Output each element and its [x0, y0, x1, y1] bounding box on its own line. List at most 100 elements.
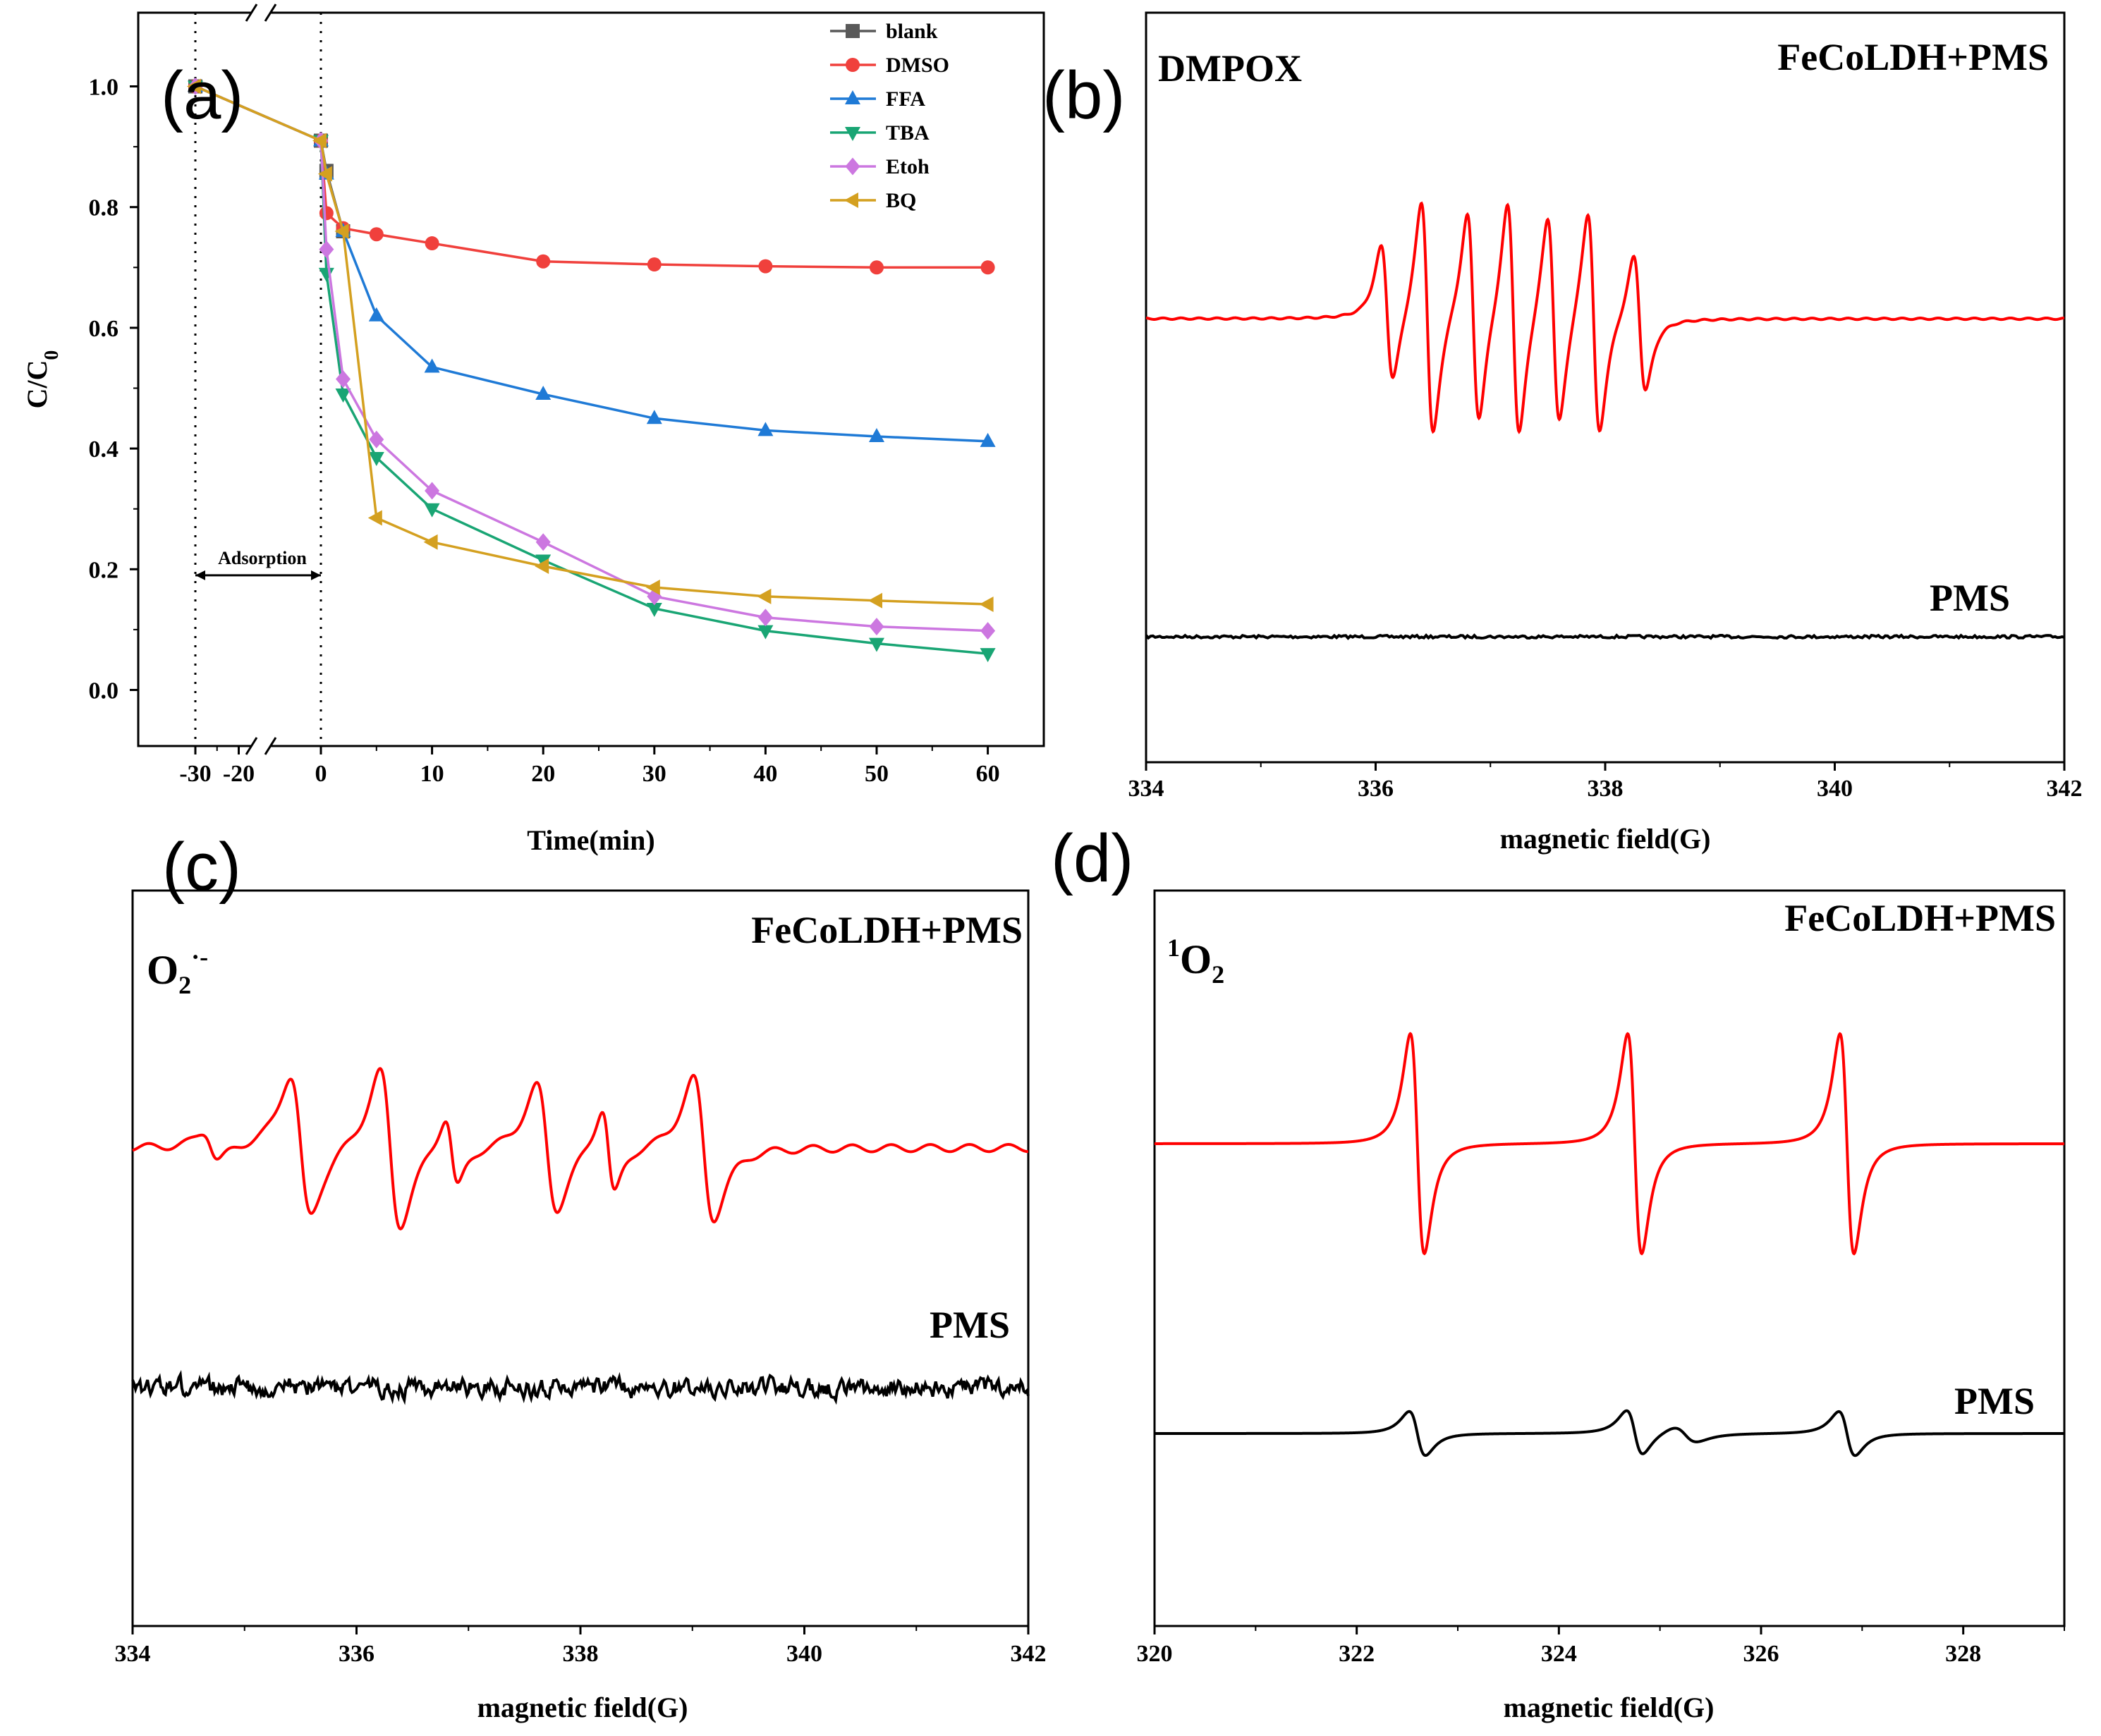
x-tick-label: 50 — [865, 761, 889, 787]
trace-fecoldh-pms — [1154, 1032, 2065, 1256]
panel-a-frame — [137, 11, 1045, 747]
trace-fecoldh-pms — [1145, 201, 2065, 434]
ylabel-sub: 0 — [41, 350, 63, 360]
panel-d-species: 1O2 — [1167, 934, 1224, 989]
break-mark — [264, 737, 277, 755]
series-line-bq — [195, 85, 988, 606]
break-mark — [245, 737, 258, 755]
x-tick-label: 328 — [1945, 1641, 1981, 1667]
trace-fecoldh-pms — [132, 1067, 1029, 1231]
series-line-tba — [195, 85, 988, 655]
data-point-dmso — [758, 259, 773, 274]
data-point-ffa — [535, 386, 552, 401]
panel-d-bottom-label: PMS — [1954, 1380, 2035, 1422]
data-point-etoh — [869, 618, 884, 636]
arrow-head — [195, 570, 205, 580]
data-point-tba — [368, 451, 384, 466]
panel-b-bottom-label: PMS — [1930, 577, 2010, 619]
data-point-etoh — [425, 482, 440, 500]
data-point-bq — [334, 223, 349, 239]
x-tick-label: 338 — [1588, 776, 1624, 802]
data-point-bq — [367, 510, 382, 526]
x-tick-label: 334 — [115, 1641, 151, 1667]
data-point-ffa — [424, 358, 440, 373]
panel-d-xlabel: magnetic field(G) — [1504, 1692, 1715, 1723]
x-tick-label: 326 — [1743, 1641, 1779, 1667]
data-point-etoh — [757, 609, 773, 627]
data-point-bq — [645, 579, 660, 595]
annotation-text: Adsorption — [218, 548, 307, 568]
data-point-bq — [979, 596, 994, 612]
data-point-ffa — [757, 422, 774, 436]
panel-c-bottom-label: PMS — [930, 1304, 1010, 1346]
panel-b-species: DMPOX — [1158, 47, 1302, 90]
panel-c-top-label: FeCoLDH+PMS — [751, 909, 1023, 951]
panel-b-xlabel: magnetic field(G) — [1500, 823, 1711, 855]
panel-d-label: (d) — [1051, 821, 1133, 896]
data-point-ffa — [980, 432, 996, 447]
data-point-etoh — [336, 370, 351, 389]
x-tick-label: 342 — [2047, 776, 2083, 802]
data-point-tba — [869, 637, 884, 652]
legend-label: DMSO — [886, 54, 949, 77]
data-point-etoh — [319, 240, 334, 259]
data-point-dmso — [536, 254, 551, 269]
y-tick-label: 0.0 — [89, 678, 119, 704]
data-point-dmso — [369, 227, 384, 242]
x-tick-label: 336 — [339, 1641, 374, 1667]
x-tick-label: 340 — [1817, 776, 1853, 802]
trace-pms — [1154, 1409, 2065, 1457]
legend-label: FFA — [886, 87, 925, 111]
data-point-bq — [423, 534, 438, 550]
arrow-head — [311, 570, 321, 580]
data-point-ffa — [869, 427, 884, 442]
data-point-ffa — [368, 307, 384, 322]
x-tick-label: 30 — [643, 761, 666, 787]
data-point-tba — [424, 503, 440, 518]
x-tick-label: 60 — [976, 761, 1000, 787]
x-tick-label: 320 — [1137, 1641, 1173, 1667]
data-point-etoh — [369, 430, 384, 448]
x-tick-label: 324 — [1541, 1641, 1577, 1667]
panel-a-label: (a) — [161, 58, 243, 133]
x-tick-label: 338 — [563, 1641, 599, 1667]
x-tick-label: 40 — [753, 761, 777, 787]
legend-marker — [846, 24, 860, 38]
panel-b: 334 336 338 340 342 (b) DMPOX FeCoLDH+PMS PM… — [1042, 11, 2083, 855]
legend-label: BQ — [886, 189, 916, 212]
ylabel-main: C/C — [21, 360, 53, 409]
x-tick-label: 10 — [420, 761, 444, 787]
panel-a-ylabel: C/C0 — [21, 350, 63, 409]
legend-marker — [846, 58, 860, 72]
legend-label: blank — [886, 20, 938, 43]
data-point-tba — [757, 625, 774, 640]
y-tick-label: 0.2 — [89, 557, 119, 583]
panel-c-xlabel: magnetic field(G) — [477, 1692, 688, 1723]
panel-c: 334 336 338 340 342 (c) O2·- FeCoLDH+PMS PMS… — [115, 829, 1047, 1723]
y-tick-label: 0.6 — [89, 316, 119, 342]
x-tick-label: 20 — [531, 761, 555, 787]
panel-c-species: O2·- — [147, 943, 208, 999]
data-point-bq — [317, 166, 332, 182]
panel-a-xlabel: Time(min) — [527, 824, 654, 856]
break-mark — [264, 4, 277, 22]
y-tick-label: 1.0 — [89, 75, 119, 101]
panel-d: 320 322 324 326 328 (d) 1O2 FeCoLDH+PMS PMS … — [1051, 821, 2066, 1723]
data-point-dmso — [319, 206, 334, 221]
panel-d-frame — [1153, 889, 2066, 1627]
data-point-etoh — [535, 533, 551, 551]
data-point-dmso — [870, 260, 884, 275]
legend-marker — [844, 192, 858, 208]
data-point-dmso — [425, 236, 439, 251]
legend-marker — [845, 157, 860, 176]
data-point-dmso — [980, 260, 995, 275]
trace-pms — [1145, 633, 2065, 640]
data-point-bq — [312, 133, 327, 149]
x-tick-label: -20 — [223, 761, 255, 787]
x-tick-label: 336 — [1358, 776, 1394, 802]
panel-b-top-label: FeCoLDH+PMS — [1777, 36, 2049, 78]
panel-d-top-label: FeCoLDH+PMS — [1784, 897, 2056, 939]
data-point-tba — [335, 389, 351, 403]
x-tick-label: 334 — [1128, 776, 1164, 802]
